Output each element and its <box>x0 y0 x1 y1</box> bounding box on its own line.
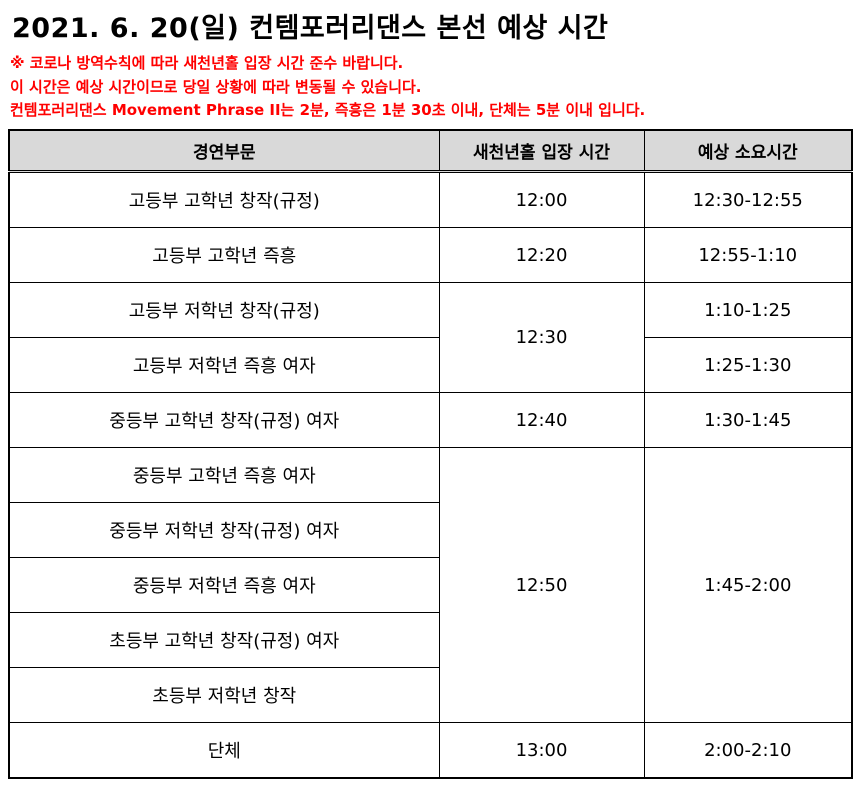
table-row: 중등부 저학년 즉흥 여자 <box>8 557 852 613</box>
entry-time-cell: 12:50 <box>438 447 645 723</box>
category-cell: 고등부 고학년 즉흥 <box>8 227 440 283</box>
duration-cell: 1:25-1:30 <box>643 337 853 393</box>
category-cell: 초등부 저학년 창작 <box>8 667 440 723</box>
table-header-row: 경연부문 새천년홀 입장 시간 예상 소요시간 <box>8 129 853 173</box>
table-row: 고등부 고학년 즉흥 12:20 12:55-1:10 <box>8 227 853 283</box>
table-row: 고등부 고학년 창작(규정) 12:00 12:30-12:55 <box>8 171 853 228</box>
schedule-table: 경연부문 새천년홀 입장 시간 예상 소요시간 고등부 고학년 창작(규정) 1… <box>8 129 853 779</box>
page-title: 2021. 6. 20(일) 컨템포러리댄스 본선 예상 시간 <box>12 13 609 44</box>
duration-cell: 2:00-2:10 <box>643 722 853 779</box>
duration-cell: 12:30-12:55 <box>643 171 853 228</box>
notice-line: 이 시간은 예상 시간이므로 당일 상황에 따라 변동될 수 있습니다. <box>10 77 422 96</box>
header-entry-time: 새천년홀 입장 시간 <box>438 129 645 173</box>
entry-time-cell: 12:30 <box>438 282 645 393</box>
category-cell: 중등부 저학년 즉흥 여자 <box>8 557 440 613</box>
notice-list: ※ 코로나 방역수칙에 따라 새천년홀 입장 시간 준수 바랍니다. 이 시간은… <box>10 52 645 123</box>
table-row: 고등부 저학년 창작(규정) 12:30 1:10-1:25 <box>8 282 853 393</box>
category-cell: 고등부 저학년 창작(규정) <box>8 282 440 338</box>
category-cell: 단체 <box>8 722 440 779</box>
category-cell: 중등부 고학년 창작(규정) 여자 <box>8 392 440 448</box>
table-row: 중등부 고학년 즉흥 여자 12:50 1:45-2:00 <box>8 447 853 723</box>
header-category: 경연부문 <box>8 129 440 173</box>
notice-line: ※ 코로나 방역수칙에 따라 새천년홀 입장 시간 준수 바랍니다. <box>10 54 404 72</box>
duration-cell: 1:45-2:00 <box>643 447 853 723</box>
entry-time-cell: 12:20 <box>438 227 645 283</box>
category-cell: 고등부 고학년 창작(규정) <box>8 171 440 228</box>
entry-time-cell: 12:00 <box>438 171 645 228</box>
category-cell: 초등부 고학년 창작(규정) 여자 <box>8 612 440 668</box>
duration-cell: 1:10-1:25 <box>643 282 853 338</box>
entry-time-cell: 12:40 <box>438 392 645 448</box>
notice-line: 컨템포러리댄스 Movement Phrase II는 2분, 즉흥은 1분 3… <box>10 101 646 119</box>
table-row: 단체 13:00 2:00-2:10 <box>8 722 853 779</box>
category-cell: 중등부 고학년 즉흥 여자 <box>8 447 440 503</box>
table-row: 중등부 고학년 창작(규정) 여자 12:40 1:30-1:45 <box>8 392 853 448</box>
entry-time-cell: 13:00 <box>438 722 645 779</box>
duration-cell: 1:30-1:45 <box>643 392 853 448</box>
table-row: 고등부 저학년 즉흥 여자 1:25-1:30 <box>8 337 853 393</box>
category-cell: 중등부 저학년 창작(규정) 여자 <box>8 502 440 558</box>
duration-cell: 12:55-1:10 <box>643 227 853 283</box>
table-row: 중등부 저학년 창작(규정) 여자 <box>8 502 852 558</box>
category-cell: 고등부 저학년 즉흥 여자 <box>8 337 440 393</box>
header-duration: 예상 소요시간 <box>643 129 853 173</box>
table-row: 초등부 저학년 창작 <box>8 667 852 723</box>
